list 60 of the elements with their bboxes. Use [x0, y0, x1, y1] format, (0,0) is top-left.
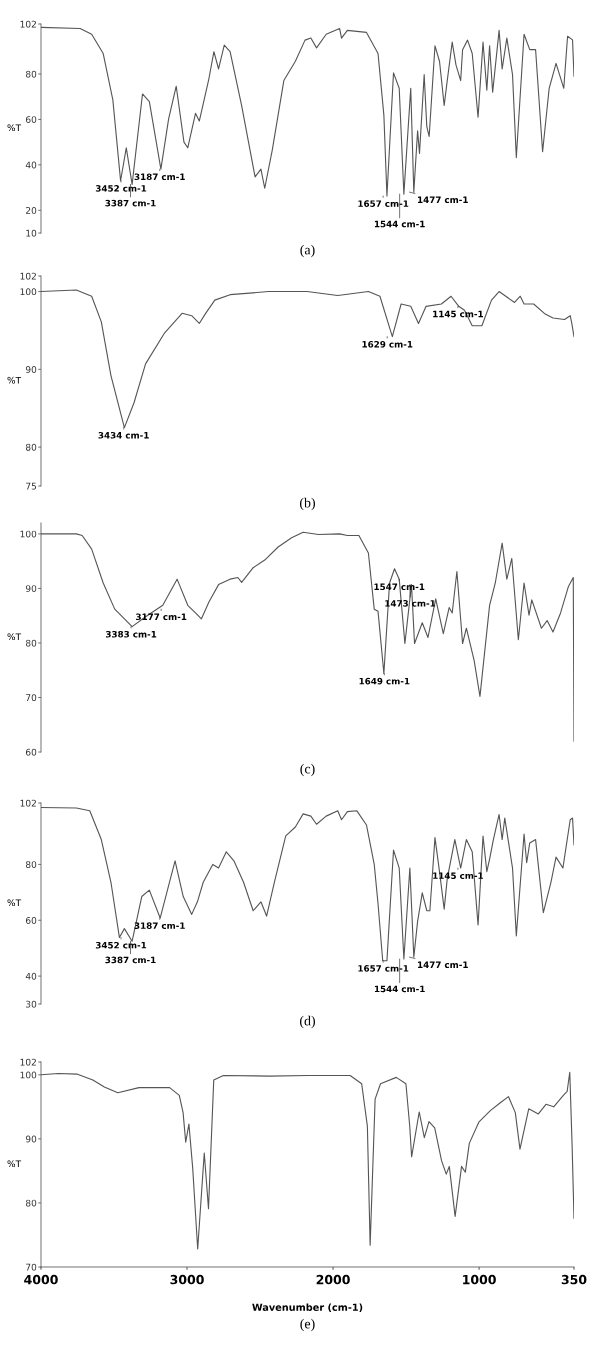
y-tick-label: 102 [20, 1058, 36, 1066]
y-tick-label: 30 [26, 1000, 37, 1008]
x-tick-label: 4000 [24, 1274, 58, 1285]
y-tick-label: 10 [26, 229, 37, 237]
y-tick-label: 60 [25, 116, 37, 123]
text: (d) [300, 1015, 315, 1029]
annotation: 3387 cm-1 [105, 199, 156, 207]
y-tick-label: 80 [25, 70, 37, 78]
y-tick-label: 80 [25, 1199, 37, 1207]
annotation: 1649 cm-1 [359, 677, 410, 685]
x-tick-label: 3000 [170, 1274, 204, 1285]
annotation: 3383 cm-1 [105, 630, 157, 638]
annotation: 3387 cm-1 [105, 956, 156, 964]
y-tick-label: 40 [25, 972, 37, 980]
y-tick-label: 102 [20, 272, 36, 280]
y-tick-label: 70 [26, 1263, 37, 1271]
y-axis-title: %T [7, 1160, 22, 1168]
y-axis-title: %T [7, 124, 22, 132]
y-axis-title: %T [7, 899, 22, 907]
text: (c) [300, 763, 315, 777]
annotation: 1145 cm-1 [433, 872, 484, 879]
x-tick-label: 350 [561, 1274, 587, 1285]
y-tick-label: 100 [20, 288, 37, 296]
x-tick-label: 1000 [463, 1274, 496, 1285]
y-tick-label: 90 [25, 366, 37, 373]
y-tick-label: 102 [20, 20, 36, 28]
x-tick-label: 2000 [316, 1274, 350, 1285]
y-axis-title: %T [7, 633, 22, 641]
y-tick-label: 100 [20, 1071, 37, 1079]
annotation: 3452 cm-1 [95, 941, 147, 949]
y-tick-label: 90 [25, 585, 37, 592]
annotation: 1477 cm-1 [418, 961, 468, 969]
annotation: 1544 cm-1 [374, 220, 425, 228]
annotation: 3434 cm-1 [98, 431, 149, 439]
annotation: 1657 cm-1 [358, 965, 409, 972]
annotation: 3187 cm-1 [134, 922, 185, 929]
y-tick-label: 40 [25, 161, 37, 169]
y-tick-label: 70 [26, 694, 37, 702]
annotation: 1629 cm-1 [362, 340, 413, 348]
y-tick-label: 100 [20, 530, 37, 538]
text: (a) [300, 244, 315, 258]
annotation: 1657 cm-1 [358, 200, 409, 207]
y-tick-label: 75 [26, 482, 37, 490]
y-tick-label: 80 [25, 861, 37, 868]
annotation: 1544 cm-1 [374, 985, 425, 993]
y-tick-label: 80 [25, 639, 37, 647]
annotation: 3187 cm-1 [134, 173, 185, 181]
y-tick-label: 20 [26, 207, 37, 214]
annotation: 1145 cm-1 [433, 310, 484, 318]
text: (b) [300, 497, 315, 511]
text: (e) [300, 1318, 315, 1332]
y-tick-label: 102 [20, 799, 36, 807]
annotation: 3452 cm-1 [95, 185, 147, 192]
y-tick-label: 60 [25, 748, 37, 756]
annotation: 1477 cm-1 [418, 196, 468, 204]
y-tick-label: 80 [25, 443, 37, 451]
x-axis-title: Wavenumber (cm-1) [252, 1303, 363, 1313]
y-tick-label: 60 [25, 916, 37, 924]
y-axis-title: %T [7, 376, 22, 384]
y-tick-label: 90 [25, 1135, 37, 1143]
